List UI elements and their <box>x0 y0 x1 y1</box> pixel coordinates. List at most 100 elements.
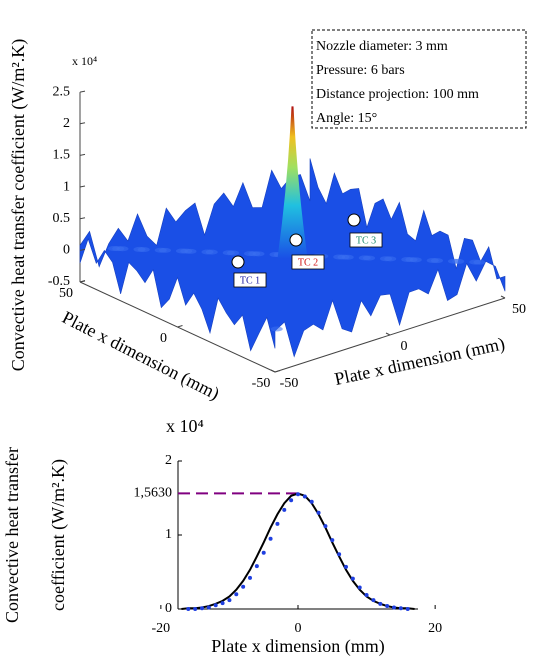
z-tick <box>79 122 86 125</box>
y-axis-label: Convective heat transfer <box>2 447 22 623</box>
data-point <box>275 521 280 526</box>
data-point <box>227 598 232 603</box>
sensor-label: TC 2 <box>298 257 318 268</box>
data-point <box>268 536 273 541</box>
z-tick <box>79 185 86 188</box>
z-tick-label: 2.5 <box>53 84 71 99</box>
data-point <box>296 492 300 497</box>
exponent-label: x 10⁴ <box>166 416 204 436</box>
data-point <box>309 499 314 504</box>
data-point <box>385 604 390 609</box>
surface-ripple <box>333 254 346 260</box>
y-axis-label: coefficient (W/m².K) <box>48 459 69 611</box>
z-tick <box>79 153 86 156</box>
annotation-box <box>311 29 527 129</box>
data-point <box>398 606 403 611</box>
x-tick-label: 20 <box>428 621 442 636</box>
data-point <box>234 592 239 597</box>
data-point <box>405 607 410 611</box>
surface-ripple <box>154 247 167 253</box>
y-tick-label: 0 <box>160 331 167 346</box>
data-point <box>200 606 204 611</box>
z-tick <box>79 248 86 251</box>
x-tick-label: -50 <box>280 376 299 391</box>
sensor-marker <box>289 233 303 247</box>
sensor-label-box <box>291 254 325 270</box>
x-tick-label: 0 <box>295 621 302 636</box>
data-point <box>344 564 348 569</box>
z-axis-label: Convective heat transfer coefficient (W/… <box>8 39 29 371</box>
data-point <box>357 585 362 590</box>
surface-ripple <box>401 257 414 263</box>
peak-spike <box>277 106 308 259</box>
data-point <box>213 603 218 608</box>
surface-ripple <box>270 326 283 332</box>
surface-ripple <box>448 258 460 264</box>
data-point <box>364 592 369 597</box>
x-tick-label: -20 <box>152 621 171 636</box>
surface-ripple <box>222 250 235 256</box>
z-tick <box>79 217 86 220</box>
y-tick <box>79 280 86 283</box>
annotation-text: Angle: 15° <box>316 111 377 126</box>
x-axis-label: Plate x dimension (mm) <box>333 333 507 390</box>
surface-ripple <box>358 255 371 261</box>
surface-ripple <box>426 257 439 263</box>
x-tick <box>500 295 506 299</box>
surface-ripple <box>380 256 392 262</box>
x-tick-label: 0 <box>401 339 408 354</box>
data-point <box>193 607 198 611</box>
data-point <box>206 605 211 610</box>
annotation-text: Nozzle diameter: 3 mm <box>316 39 448 54</box>
surface-ripple <box>108 245 120 251</box>
y-tick-label: 1 <box>165 527 172 542</box>
line-chart: 0 1 2 1,5630 -20 0 20 x 10⁴ Plate x dimension (m… <box>2 416 442 657</box>
z-tick-label: 0 <box>63 243 70 258</box>
y-tick-label: 2 <box>165 453 172 468</box>
surface-ripple <box>201 249 214 255</box>
z-tick <box>79 90 86 93</box>
y-tick <box>274 370 281 373</box>
sensor-label: TC 1 <box>240 275 260 286</box>
exponent-label: x 10⁴ <box>72 54 97 68</box>
y-tick-label: 1,5630 <box>134 486 173 501</box>
y-tick-label: 50 <box>59 286 73 301</box>
data-point <box>330 538 335 543</box>
sensor-marker <box>347 213 361 227</box>
data-point <box>241 584 246 589</box>
data-point <box>248 575 252 580</box>
data-point <box>323 524 328 529</box>
fit-line <box>181 492 415 610</box>
annotation-text: Distance projection: 100 mm <box>316 87 479 102</box>
surface-ripple <box>244 251 256 257</box>
data-point <box>378 601 383 606</box>
data-point <box>254 564 259 569</box>
y-tick-label: -50 <box>252 376 271 391</box>
x-tick-label: 50 <box>512 302 526 317</box>
data-point <box>282 507 287 512</box>
data-point <box>392 605 396 610</box>
surface-ripple <box>133 246 146 252</box>
z-tick-label: 2 <box>63 116 70 131</box>
surface-ripple <box>469 259 482 265</box>
y-axis-label: Plate x dimension (mm) <box>59 307 223 404</box>
y-tick <box>177 325 183 328</box>
x-tick <box>385 332 391 336</box>
data-point <box>289 498 294 503</box>
data-point <box>302 494 307 499</box>
surface-chart: -0.5 0 0.5 1 1.5 2 2.5 -50 0 50 50 0 -50 x 10⁴ Convect… <box>8 29 527 405</box>
surface-ripple <box>176 248 188 254</box>
y-tick-label: 0 <box>165 601 172 616</box>
data-point <box>371 598 376 603</box>
annotation-text: Pressure: 6 bars <box>316 63 405 78</box>
data-point <box>350 576 355 581</box>
sensor-label-box <box>233 272 267 288</box>
z-tick-label: 1.5 <box>53 148 71 163</box>
data-point <box>186 607 191 611</box>
x-axis-label: Plate x dimension (mm) <box>211 636 384 657</box>
data-point <box>316 510 321 515</box>
z-tick-label: -0.5 <box>48 274 70 289</box>
z-tick-label: 1 <box>63 179 70 194</box>
sensor-marker <box>231 255 245 269</box>
